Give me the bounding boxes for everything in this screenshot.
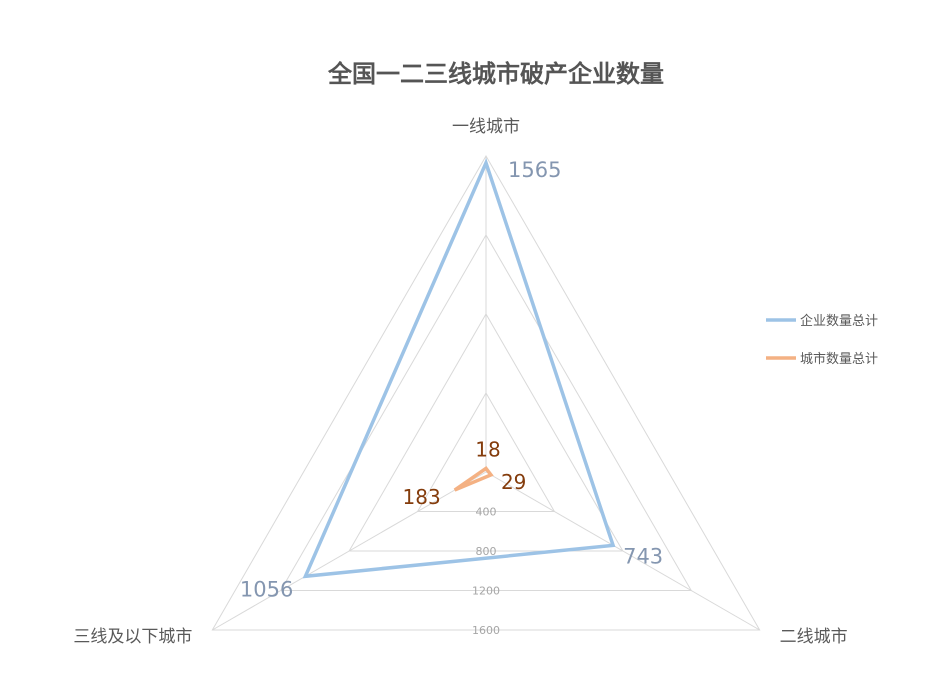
grid-ring	[348, 313, 624, 552]
tick-label: 800	[476, 545, 497, 558]
axis-label: 三线及以下城市	[73, 627, 192, 647]
data-label: 29	[501, 470, 526, 494]
legend-label: 企业数量总计	[800, 313, 878, 329]
series-line	[453, 466, 494, 492]
tick-label: 1200	[472, 585, 500, 598]
data-label: 18	[475, 437, 500, 461]
axis-label: 二线城市	[780, 627, 848, 647]
data-label: 743	[623, 544, 663, 568]
radar-series	[302, 158, 616, 579]
legend-label: 城市数量总计	[800, 351, 878, 367]
grid-spoke	[212, 471, 487, 631]
tick-label: 400	[476, 506, 497, 519]
grid-ring	[279, 234, 693, 591]
chart-title: 全国一二三线城市破产企业数量	[327, 60, 664, 88]
data-label: 183	[403, 485, 441, 509]
grid-ring	[416, 392, 556, 512]
grid-spoke	[485, 471, 760, 631]
data-label: 1056	[240, 577, 293, 601]
series-line	[302, 158, 616, 579]
radar-grid: 400 800 1200 1600	[211, 154, 761, 637]
data-label: 1565	[508, 158, 561, 182]
grid-ring	[211, 154, 761, 631]
axis-label: 一线城市	[452, 117, 520, 137]
tick-label: 1600	[472, 624, 500, 637]
